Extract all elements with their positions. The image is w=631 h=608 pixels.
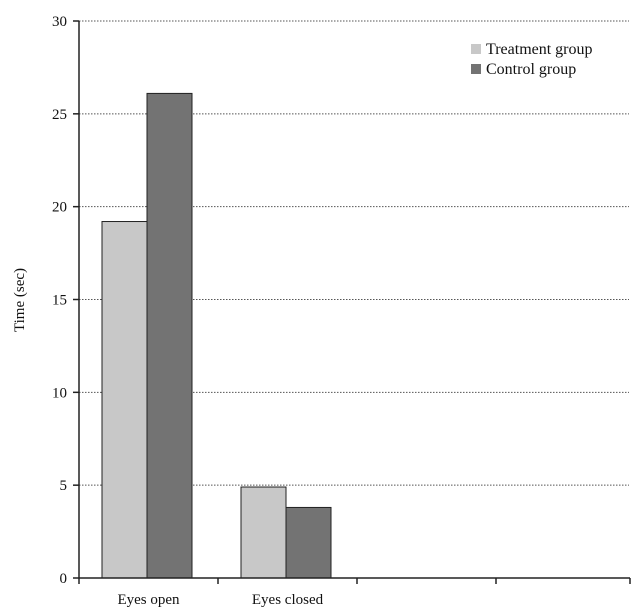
y-axis-title: Time (sec): [12, 268, 28, 332]
bars: [101, 92, 332, 579]
y-tick-label-5: 5: [60, 478, 68, 494]
y-tick-label-10: 10: [52, 385, 67, 401]
y-tick-label-30: 30: [52, 14, 67, 30]
legend: Treatment group Control group: [471, 41, 593, 78]
y-tick-label-15: 15: [52, 293, 67, 309]
bar-treatment-group-0: [101, 221, 148, 579]
legend-label-1: Control group: [486, 61, 576, 78]
x-category-label-0: Eyes open: [117, 592, 180, 608]
y-tick-label-25: 25: [52, 107, 67, 123]
bar-control-group-0: [146, 92, 193, 579]
y-tick-label-0: 0: [60, 571, 68, 587]
legend-swatch-1: [471, 64, 481, 74]
y-tick-label-20: 20: [52, 200, 67, 216]
legend-swatch-0: [471, 44, 481, 54]
bar-control-group-1: [285, 506, 332, 579]
x-category-label-1: Eyes closed: [252, 592, 324, 608]
bar-treatment-group-1: [240, 486, 287, 579]
labels: 0 5 10 15 20 25 30 Eyes open Eyes closed: [52, 14, 324, 608]
axes: [73, 20, 631, 584]
legend-label-0: Treatment group: [486, 41, 593, 58]
